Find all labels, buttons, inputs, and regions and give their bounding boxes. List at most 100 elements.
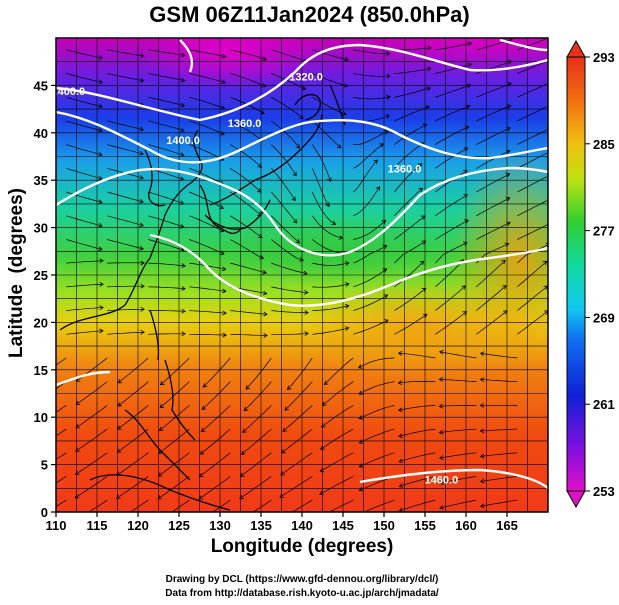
streamline — [189, 215, 224, 232]
streamline — [394, 68, 431, 74]
streamline — [328, 499, 354, 512]
streamline-arrowhead — [373, 159, 378, 164]
streamline-arrowhead — [139, 53, 145, 59]
y-tick-label: 0 — [41, 505, 48, 520]
streamline — [56, 476, 67, 484]
streamline — [439, 351, 477, 359]
streamline — [517, 285, 548, 311]
streamline — [271, 191, 298, 224]
streamline — [353, 245, 387, 264]
streamline — [321, 405, 354, 428]
streamline — [312, 327, 349, 335]
streamline-arrowhead — [295, 239, 301, 244]
streamline-arrowhead — [461, 285, 467, 290]
streamline — [284, 381, 313, 411]
streamline-arrowhead — [140, 329, 145, 335]
streamline — [353, 49, 390, 55]
y-axis-ticks: 0 5 10 15 20 25 30 35 40 45 — [34, 78, 56, 520]
credit-data: Data from http://database.rish.kyoto-u.a… — [165, 588, 439, 599]
streamline-arrowhead — [336, 143, 342, 149]
streamline-arrowhead — [221, 266, 227, 272]
streamline-arrowhead — [358, 487, 364, 492]
streamline-arrowhead — [139, 77, 145, 83]
streamline-arrowhead — [506, 104, 512, 109]
streamline-arrowhead — [319, 490, 324, 496]
streamline-arrowhead — [220, 105, 226, 110]
streamline-arrowhead — [463, 194, 469, 199]
streamline-arrowhead — [34, 447, 38, 451]
streamline-arrowhead — [98, 175, 103, 181]
streamline — [271, 239, 304, 261]
streamline — [148, 215, 184, 228]
streamline — [517, 175, 548, 193]
streamline-arrowhead — [439, 480, 444, 486]
streamline-arrowhead — [239, 472, 245, 477]
streamline-arrowhead — [257, 163, 263, 168]
streamline — [476, 60, 512, 74]
streamline-arrowhead — [463, 170, 468, 175]
streamline — [439, 378, 477, 382]
streamline — [353, 186, 380, 217]
streamline — [353, 143, 384, 169]
streamline — [311, 191, 336, 225]
streamline-arrowhead — [257, 233, 263, 239]
streamline — [160, 357, 190, 385]
streamline-arrowhead — [74, 470, 80, 475]
streamline — [517, 261, 548, 288]
streamline — [435, 42, 472, 51]
streamline — [398, 405, 436, 411]
streamline — [116, 476, 149, 499]
streamline — [320, 428, 354, 450]
y-tick-label: 15 — [34, 363, 48, 378]
streamline — [66, 168, 103, 180]
streamline — [359, 452, 395, 468]
contour-label: 1400.0 — [51, 86, 85, 98]
streamline — [359, 428, 395, 444]
streamline-arrowhead — [397, 407, 403, 413]
streamline-arrowhead — [506, 126, 511, 132]
streamline-arrowhead — [158, 426, 164, 431]
streamline-arrowhead — [479, 377, 485, 383]
streamline — [439, 405, 477, 407]
streamline-arrowhead — [319, 467, 325, 473]
streamline — [517, 128, 548, 145]
streamline — [75, 428, 108, 452]
x-tick-label: 120 — [127, 518, 149, 533]
streamline — [157, 476, 190, 500]
streamline-arrowhead — [438, 455, 444, 461]
streamline-arrowhead — [465, 104, 471, 110]
streamline — [118, 357, 149, 384]
streamline-arrowhead — [397, 380, 403, 386]
streamline-arrowhead — [98, 223, 103, 228]
streamline-arrowhead — [462, 311, 468, 316]
streamline-arrowhead — [427, 45, 432, 51]
streamline-arrowhead — [375, 186, 381, 191]
streamline — [476, 260, 506, 288]
streamline — [212, 499, 231, 512]
streamline — [66, 283, 104, 288]
streamline — [394, 240, 426, 264]
streamline — [202, 357, 231, 388]
streamline — [312, 144, 331, 182]
streamline — [435, 126, 469, 145]
streamline — [117, 381, 149, 407]
streamline-arrowhead — [140, 260, 145, 266]
streamline-arrowhead — [259, 254, 265, 260]
x-tick-label: 160 — [455, 518, 477, 533]
x-tick-label: 150 — [373, 518, 395, 533]
streamline-arrowhead — [439, 349, 444, 355]
streamline — [271, 96, 304, 119]
streamline-arrowhead — [179, 152, 185, 157]
streamline-arrowhead — [299, 114, 304, 119]
streamline-arrowhead — [157, 495, 162, 500]
streamline — [271, 333, 309, 335]
streamline — [148, 333, 186, 335]
streamline — [66, 73, 103, 83]
streamline — [480, 379, 518, 382]
streamline — [280, 452, 313, 476]
streamline — [435, 63, 472, 74]
streamline-arrowhead — [323, 380, 329, 386]
streamline-arrowhead — [320, 514, 324, 518]
streamline-arrowhead — [479, 402, 485, 408]
